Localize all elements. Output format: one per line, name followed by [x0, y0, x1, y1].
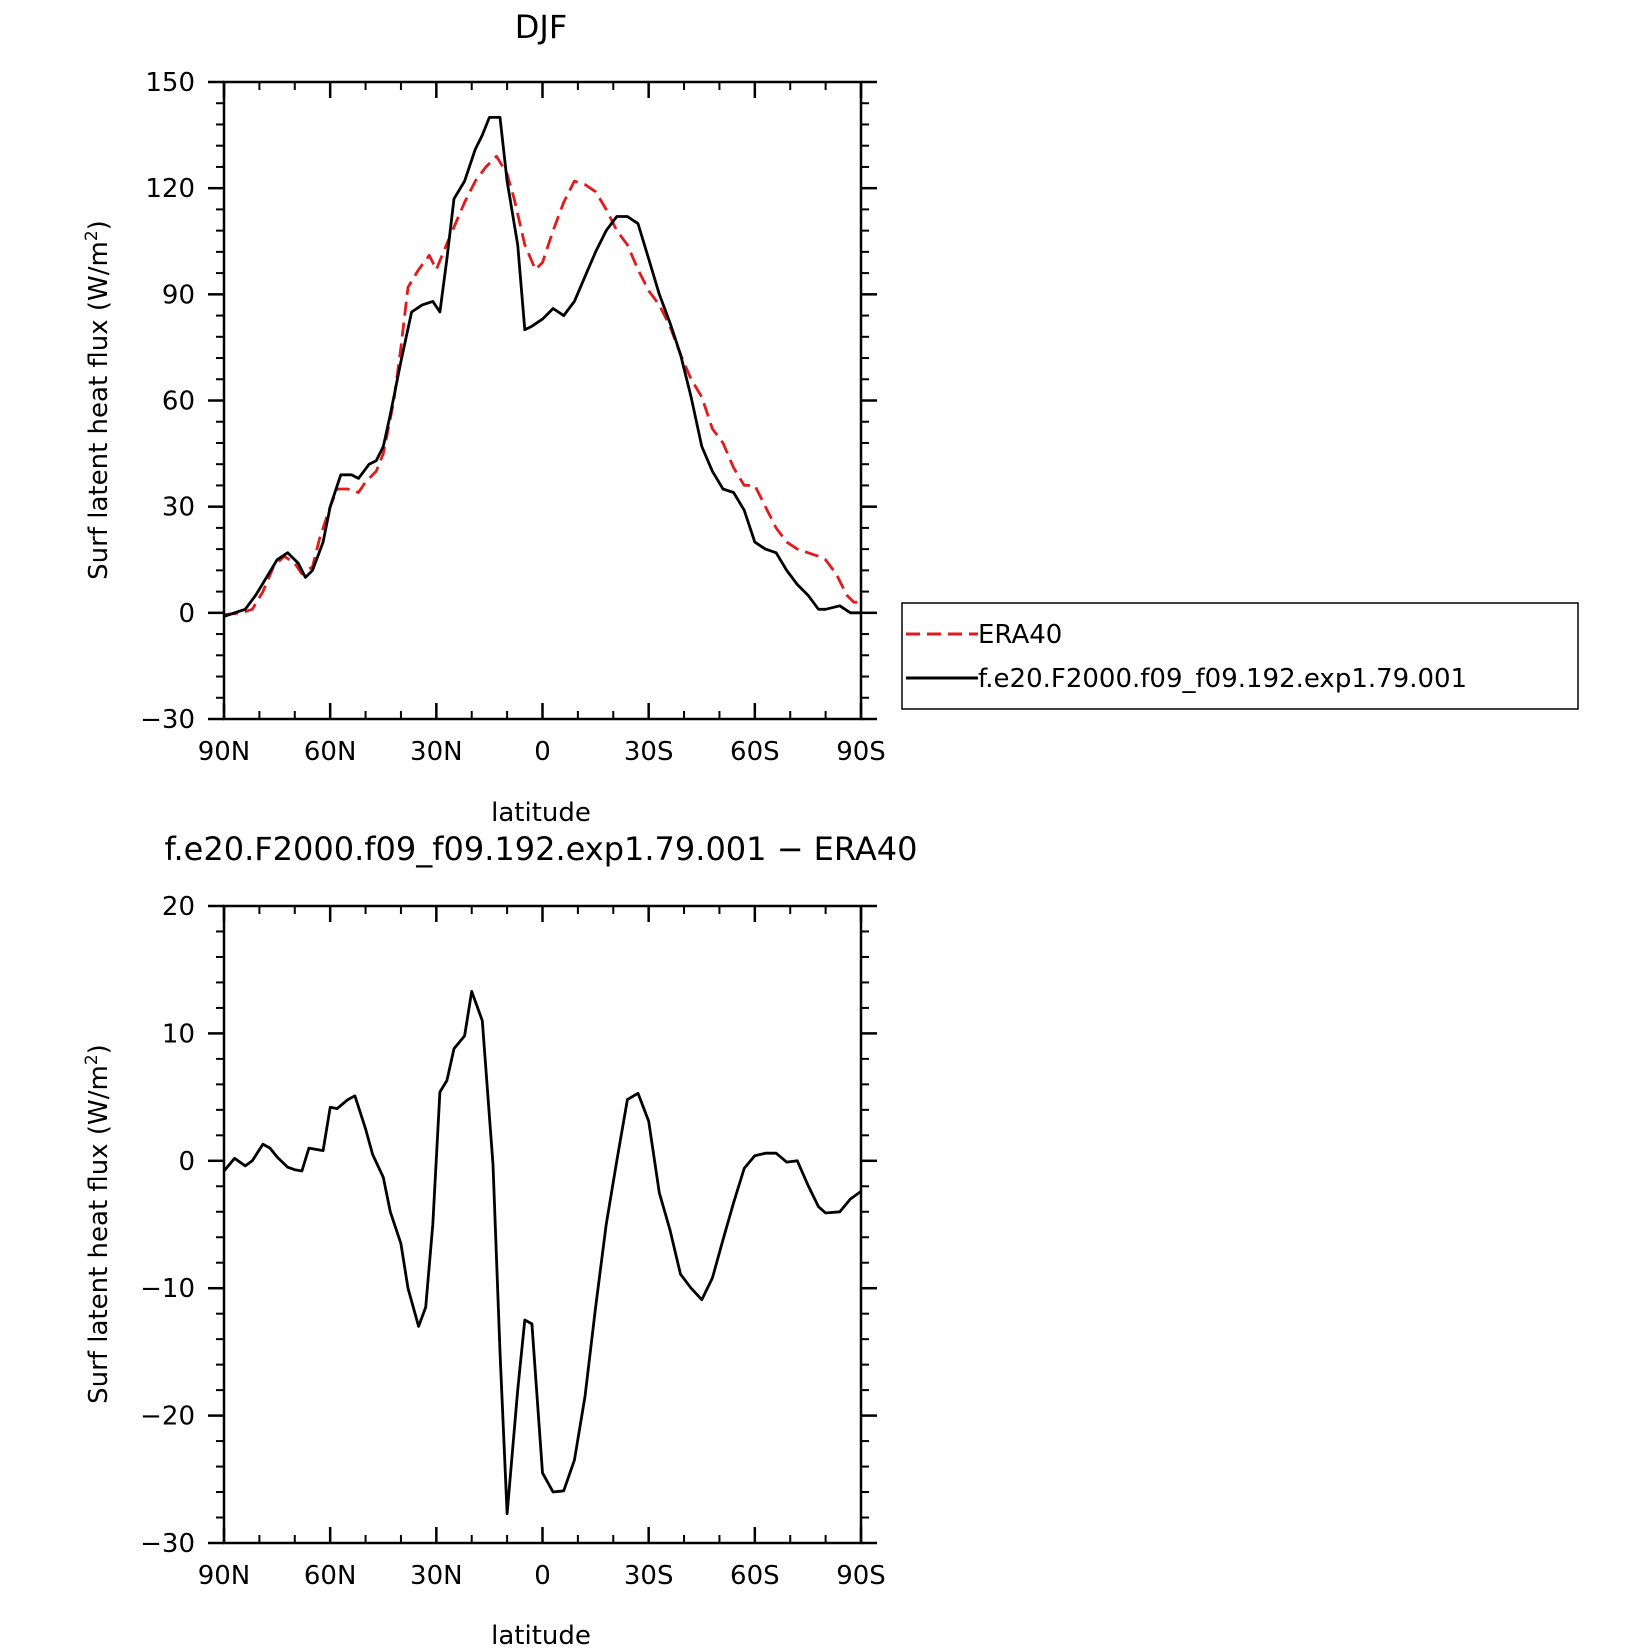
- top-chart-series: [223, 116, 861, 618]
- bottom-x-tick-label: 60S: [730, 1561, 780, 1591]
- bottom-chart-y-axis-title: Surf latent heat flux (W/m2): [82, 1044, 114, 1404]
- bottom-x-tick-label: 0: [534, 1561, 551, 1591]
- top-y-tick-label: 60: [162, 387, 195, 417]
- top-x-tick-label: 90N: [198, 737, 251, 767]
- top-chart-y-axis-title: Surf latent heat flux (W/m2): [82, 220, 114, 580]
- top-chart-panel: DJF 90N 60N 30N 0 30S 60S 90S −30 0 30 60 90 120 150…: [82, 8, 1579, 828]
- bottom-y-tick-label: 10: [162, 1019, 195, 1049]
- top-chart-y-tick-labels: −30 0 30 60 90 120 150: [140, 68, 195, 735]
- bottom-chart-plot-frame: [222, 904, 863, 1545]
- bottom-chart-y-axis-title-main: Surf latent heat flux (W/m: [84, 1065, 114, 1404]
- bottom-y-tick-label: −10: [140, 1274, 195, 1304]
- bottom-chart-title: f.e20.F2000.f09_f09.192.exp1.79.001 − ER…: [165, 830, 918, 868]
- bottom-series-line-0: [222, 990, 862, 1516]
- top-chart-title: DJF: [515, 8, 567, 46]
- top-series-line-1: [223, 116, 861, 618]
- bottom-x-tick-label: 30S: [624, 1561, 674, 1591]
- top-y-tick-label: 90: [162, 280, 195, 310]
- top-y-tick-label: 150: [145, 68, 195, 98]
- bottom-chart-x-axis-title: latitude: [491, 1621, 591, 1651]
- bottom-y-tick-label: 0: [178, 1147, 195, 1177]
- top-y-tick-label: 30: [162, 493, 195, 523]
- top-y-tick-label: 120: [145, 174, 195, 204]
- bottom-x-tick-label: 60N: [304, 1561, 357, 1591]
- top-y-tick-label: 0: [178, 599, 195, 629]
- legend-label-era40: ERA40: [978, 620, 1062, 650]
- top-chart-y-axis-title-superscript: 2: [82, 230, 102, 241]
- top-series-line-0: [223, 154, 861, 616]
- legend-label-model: f.e20.F2000.f09_f09.192.exp1.79.001: [978, 664, 1467, 694]
- top-chart-ticks: [208, 80, 877, 721]
- top-x-tick-label: 60S: [730, 737, 780, 767]
- bottom-chart-panel: f.e20.F2000.f09_f09.192.exp1.79.001 − ER…: [82, 830, 917, 1651]
- bottom-chart-ticks: [208, 904, 877, 1545]
- top-x-tick-label: 30S: [624, 737, 674, 767]
- bottom-chart-y-axis-title-end: ): [84, 1044, 114, 1054]
- bottom-y-tick-label: −20: [140, 1402, 195, 1432]
- top-chart-x-tick-labels: 90N 60N 30N 0 30S 60S 90S: [198, 737, 886, 767]
- bottom-y-tick-label: 20: [162, 892, 195, 922]
- bottom-y-tick-label: −30: [140, 1529, 195, 1559]
- top-y-tick-label: −30: [140, 705, 195, 735]
- bottom-x-tick-label: 90S: [836, 1561, 886, 1591]
- bottom-chart-y-axis-title-superscript: 2: [82, 1054, 102, 1065]
- legend: ERA40 f.e20.F2000.f09_f09.192.exp1.79.00…: [901, 602, 1579, 710]
- top-chart-x-axis-title: latitude: [491, 798, 591, 828]
- top-x-tick-label: 0: [534, 737, 551, 767]
- bottom-chart-y-tick-labels: −30 −20 −10 0 10 20: [140, 892, 195, 1559]
- top-chart-y-axis-title-end: ): [84, 220, 114, 230]
- top-chart-y-axis-title-main: Surf latent heat flux (W/m: [84, 241, 114, 580]
- bottom-chart-x-tick-labels: 90N 60N 30N 0 30S 60S 90S: [198, 1561, 886, 1591]
- bottom-x-tick-label: 90N: [198, 1561, 251, 1591]
- top-x-tick-label: 60N: [304, 737, 357, 767]
- top-x-tick-label: 30N: [410, 737, 463, 767]
- top-x-tick-label: 90S: [836, 737, 886, 767]
- bottom-chart-series: [222, 990, 862, 1516]
- legend-box: [901, 602, 1579, 710]
- top-chart-plot-frame: [222, 80, 863, 721]
- bottom-x-tick-label: 30N: [410, 1561, 463, 1591]
